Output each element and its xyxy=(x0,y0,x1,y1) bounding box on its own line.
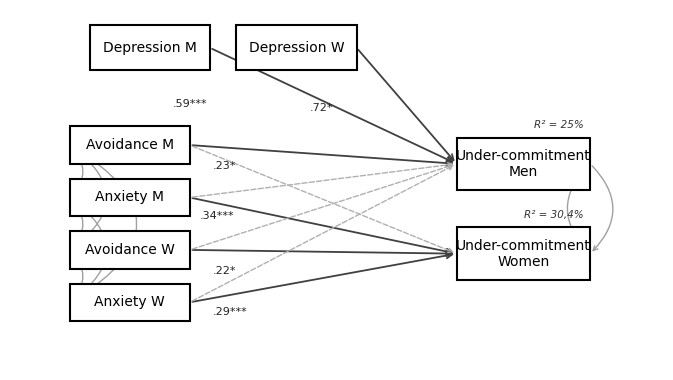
FancyArrowPatch shape xyxy=(358,50,454,160)
FancyBboxPatch shape xyxy=(69,179,190,216)
FancyArrowPatch shape xyxy=(192,250,452,256)
FancyBboxPatch shape xyxy=(69,126,190,164)
FancyArrowPatch shape xyxy=(592,166,613,250)
FancyArrowPatch shape xyxy=(192,146,453,252)
FancyBboxPatch shape xyxy=(69,283,190,321)
FancyArrowPatch shape xyxy=(71,252,83,299)
Text: Anxiety M: Anxiety M xyxy=(95,190,164,204)
FancyArrowPatch shape xyxy=(192,198,452,254)
Text: R² = 30,4%: R² = 30,4% xyxy=(524,210,583,220)
Text: .72*: .72* xyxy=(310,103,333,112)
FancyArrowPatch shape xyxy=(71,200,83,247)
FancyArrowPatch shape xyxy=(212,49,452,162)
FancyArrowPatch shape xyxy=(192,253,452,302)
Text: Under-commitment
Men: Under-commitment Men xyxy=(456,149,591,179)
FancyBboxPatch shape xyxy=(457,138,590,190)
Text: R² = 25%: R² = 25% xyxy=(534,120,583,130)
Text: Avoidance W: Avoidance W xyxy=(85,243,174,257)
FancyArrowPatch shape xyxy=(72,146,137,300)
Text: Depression W: Depression W xyxy=(248,41,345,55)
FancyBboxPatch shape xyxy=(90,25,210,70)
Text: Depression M: Depression M xyxy=(103,41,197,55)
FancyArrowPatch shape xyxy=(71,147,83,194)
FancyArrowPatch shape xyxy=(72,199,106,300)
Text: Anxiety W: Anxiety W xyxy=(94,295,165,309)
Text: Avoidance M: Avoidance M xyxy=(85,138,174,152)
FancyArrowPatch shape xyxy=(192,145,452,166)
Text: .23*: .23* xyxy=(213,161,236,171)
Text: .59***: .59*** xyxy=(173,99,207,109)
FancyBboxPatch shape xyxy=(69,231,190,269)
FancyBboxPatch shape xyxy=(457,228,590,280)
Text: .29***: .29*** xyxy=(213,307,248,317)
FancyArrowPatch shape xyxy=(72,147,106,247)
Text: .34***: .34*** xyxy=(200,211,234,221)
FancyArrowPatch shape xyxy=(192,165,452,249)
FancyArrowPatch shape xyxy=(192,163,452,197)
FancyArrowPatch shape xyxy=(567,167,588,252)
Text: .22*: .22* xyxy=(213,266,236,276)
FancyBboxPatch shape xyxy=(236,25,357,70)
FancyArrowPatch shape xyxy=(192,166,453,301)
Text: Under-commitment
Women: Under-commitment Women xyxy=(456,239,591,269)
